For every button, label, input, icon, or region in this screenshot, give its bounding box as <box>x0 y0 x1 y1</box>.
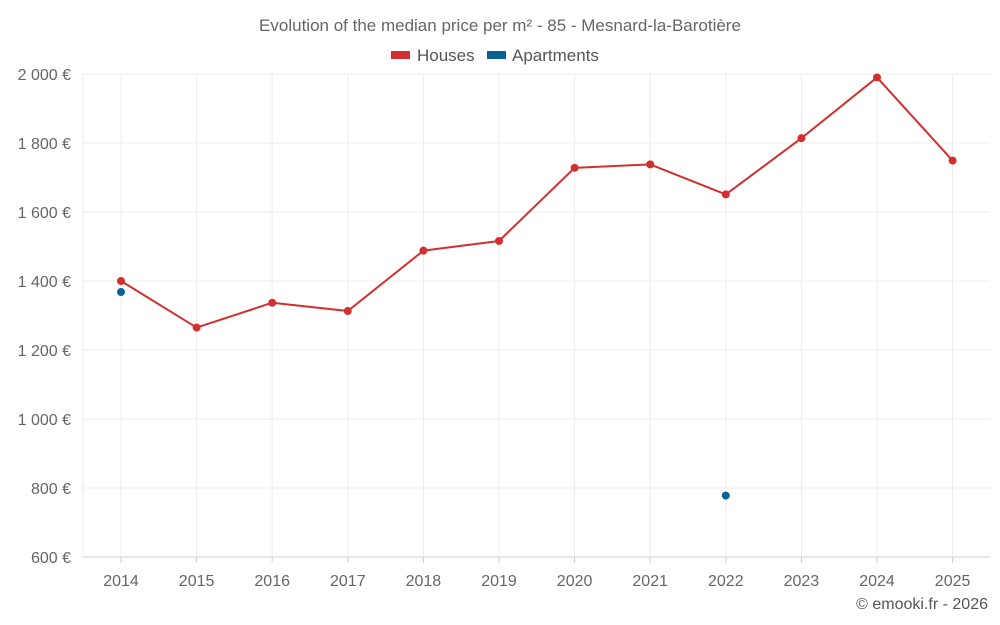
grid <box>82 73 990 558</box>
x-tick-label: 2017 <box>330 573 366 590</box>
y-tick-label: 1 600 € <box>18 205 71 222</box>
legend: Houses Apartments <box>391 46 599 65</box>
y-tick-label: 600 € <box>31 550 71 567</box>
data-point-houses[interactable] <box>419 246 428 255</box>
series-layer <box>117 73 957 500</box>
y-axis: 600 € 800 € 1 000 € 1 200 € 1 400 € 1 600 € 1 … <box>18 67 71 567</box>
footer-copyright: © emooki.fr - 2026 <box>856 596 988 613</box>
data-point-apartments[interactable] <box>117 288 125 297</box>
data-point-houses[interactable] <box>948 156 957 165</box>
y-tick-label: 1 800 € <box>18 136 71 153</box>
x-tick-label: 2016 <box>254 573 290 590</box>
data-point-houses[interactable] <box>873 73 881 82</box>
x-tick-label: 2023 <box>784 573 820 590</box>
legend-item-houses[interactable]: Houses <box>391 46 475 65</box>
y-tick-label: 1 400 € <box>18 274 71 291</box>
data-point-houses[interactable] <box>268 298 277 307</box>
data-point-apartments[interactable] <box>721 491 730 500</box>
legend-label-apartments: Apartments <box>512 46 599 65</box>
x-tick-label: 2018 <box>406 573 442 590</box>
x-tick-label: 2020 <box>557 573 593 590</box>
legend-item-apartments[interactable]: Apartments <box>487 46 599 65</box>
x-tick-label: 2014 <box>103 573 139 590</box>
y-tick-label: 1 000 € <box>18 412 71 429</box>
data-point-houses[interactable] <box>117 277 125 285</box>
y-tick-label: 800 € <box>31 481 71 498</box>
series-line-houses <box>120 76 954 329</box>
x-tick-label: 2024 <box>859 573 895 590</box>
x-tick-label: 2025 <box>935 573 971 590</box>
x-axis: 2014 2015 2016 2017 2018 2019 2020 2021 2022 2023… <box>103 557 970 590</box>
x-tick-label: 2019 <box>481 573 517 590</box>
chart-title: Evolution of the median price per m² - 8… <box>259 16 741 35</box>
data-point-houses[interactable] <box>495 236 503 245</box>
legend-swatch-apartments <box>487 51 506 59</box>
data-point-houses[interactable] <box>343 307 352 316</box>
x-tick-label: 2022 <box>708 573 744 590</box>
x-tick-label: 2015 <box>179 573 215 590</box>
data-point-houses[interactable] <box>721 190 730 199</box>
y-tick-label: 2 000 € <box>18 67 71 84</box>
data-point-houses[interactable] <box>797 134 806 143</box>
y-tick-label: 1 200 € <box>18 343 71 360</box>
legend-swatch-houses <box>391 51 410 59</box>
data-point-houses[interactable] <box>646 160 655 169</box>
data-point-houses[interactable] <box>570 163 579 172</box>
legend-label-houses: Houses <box>417 46 475 65</box>
x-tick-label: 2021 <box>632 573 668 590</box>
data-point-houses[interactable] <box>192 323 201 332</box>
